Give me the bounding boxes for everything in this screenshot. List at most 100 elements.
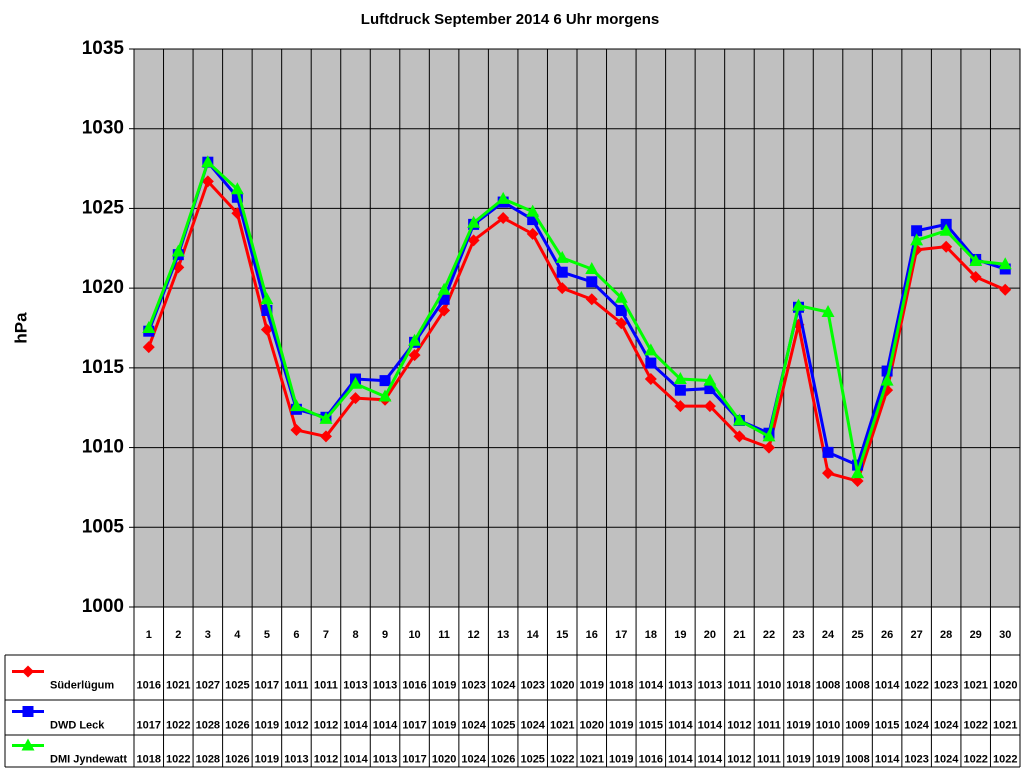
table-cell: 1011	[757, 753, 781, 765]
table-cell: 1020	[550, 679, 574, 691]
marker	[703, 400, 716, 413]
table-cell: 1026	[225, 719, 249, 731]
marker	[319, 430, 332, 443]
table-cell: 1014	[668, 753, 693, 765]
table-cell: 1022	[166, 753, 190, 765]
table-cell: 1018	[786, 679, 810, 691]
table-cell: 1024	[934, 753, 959, 765]
table-cell: 1024	[491, 679, 516, 691]
marker	[555, 250, 569, 263]
marker	[378, 389, 392, 402]
marker	[230, 182, 244, 195]
table-cell: 1022	[993, 753, 1017, 765]
table-cell: 1014	[343, 719, 368, 731]
x-tick-label: 24	[822, 629, 835, 641]
table-cell: 1028	[196, 753, 220, 765]
x-tick-label: 13	[497, 629, 509, 641]
x-tick-label: 1	[146, 629, 152, 641]
marker	[644, 343, 658, 356]
table-cell: 1021	[550, 719, 574, 731]
marker	[21, 738, 35, 751]
table-cell: 1014	[639, 679, 664, 691]
table-cell: 1010	[816, 719, 840, 731]
x-tick-label: 10	[408, 629, 420, 641]
x-tick-label: 18	[645, 629, 657, 641]
table-cell: 1020	[993, 679, 1017, 691]
table-cell: 1022	[166, 719, 190, 731]
x-tick-label: 23	[792, 629, 804, 641]
marker	[614, 290, 628, 303]
marker	[22, 706, 34, 717]
y-tick-label: 1030	[82, 118, 124, 139]
table-cell: 1008	[845, 753, 869, 765]
x-tick-label: 6	[293, 629, 299, 641]
table-cell: 1019	[255, 719, 279, 731]
marker	[881, 365, 893, 377]
x-tick-label: 7	[323, 629, 329, 641]
table-cell: 1016	[402, 679, 426, 691]
table-cell: 1012	[284, 719, 308, 731]
x-tick-label: 17	[615, 629, 627, 641]
marker	[704, 383, 716, 395]
y-tick-label: 1005	[82, 516, 125, 537]
x-tick-label: 20	[704, 629, 716, 641]
legend-label: DMI Jyndewatt	[50, 753, 127, 765]
table-cell: 1011	[284, 679, 308, 691]
marker	[349, 376, 362, 389]
x-tick-label: 4	[234, 629, 241, 641]
table-cell: 1023	[520, 679, 544, 691]
table-cell: 1019	[816, 753, 840, 765]
y-tick-label: 1010	[82, 437, 124, 458]
table-cell: 1015	[875, 719, 899, 731]
table-cell: 1021	[963, 679, 987, 691]
marker	[261, 304, 273, 316]
x-tick-label: 26	[881, 629, 893, 641]
table-cell: 1024	[934, 719, 959, 731]
marker	[142, 341, 155, 354]
table-cell: 1023	[904, 753, 928, 765]
table-cell: 1021	[993, 719, 1017, 731]
table-cell: 1012	[727, 753, 751, 765]
marker	[467, 234, 480, 247]
table-cell: 1022	[904, 679, 928, 691]
table-cell: 1019	[786, 753, 810, 765]
x-tick-label: 15	[556, 629, 568, 641]
table-cell: 1022	[550, 753, 574, 765]
x-tick-label: 8	[352, 629, 358, 641]
y-axis-label: hPa	[11, 312, 30, 344]
table-cell: 1011	[727, 679, 751, 691]
x-tick-label: 3	[205, 629, 211, 641]
x-tick-label: 22	[763, 629, 775, 641]
table-cell: 1019	[786, 719, 810, 731]
marker	[880, 373, 894, 386]
marker	[22, 665, 34, 678]
table-cell: 1014	[698, 753, 723, 765]
table-cell: 1013	[373, 753, 397, 765]
marker	[762, 441, 775, 454]
marker	[526, 227, 539, 240]
series-line	[147, 159, 1006, 474]
table-cell: 1014	[373, 719, 398, 731]
table-cell: 1013	[343, 679, 367, 691]
table-cell: 1015	[639, 719, 663, 731]
table-cell: 1014	[698, 719, 723, 731]
marker	[171, 244, 185, 257]
table-cell: 1013	[284, 753, 308, 765]
x-tick-label: 9	[382, 629, 388, 641]
table-cell: 1024	[461, 719, 486, 731]
table-cell: 1013	[373, 679, 397, 691]
table-cell: 1014	[875, 753, 900, 765]
table-cell: 1019	[609, 753, 633, 765]
marker	[260, 292, 274, 305]
marker	[821, 305, 835, 318]
marker	[911, 225, 923, 237]
marker	[674, 400, 687, 413]
table-cell: 1009	[845, 719, 869, 731]
marker	[438, 293, 450, 305]
table-cell: 1011	[757, 719, 781, 731]
table-cell: 1013	[668, 679, 692, 691]
x-tick-label: 14	[527, 629, 540, 641]
x-tick-label: 12	[468, 629, 480, 641]
marker	[142, 321, 156, 333]
marker	[289, 399, 303, 412]
